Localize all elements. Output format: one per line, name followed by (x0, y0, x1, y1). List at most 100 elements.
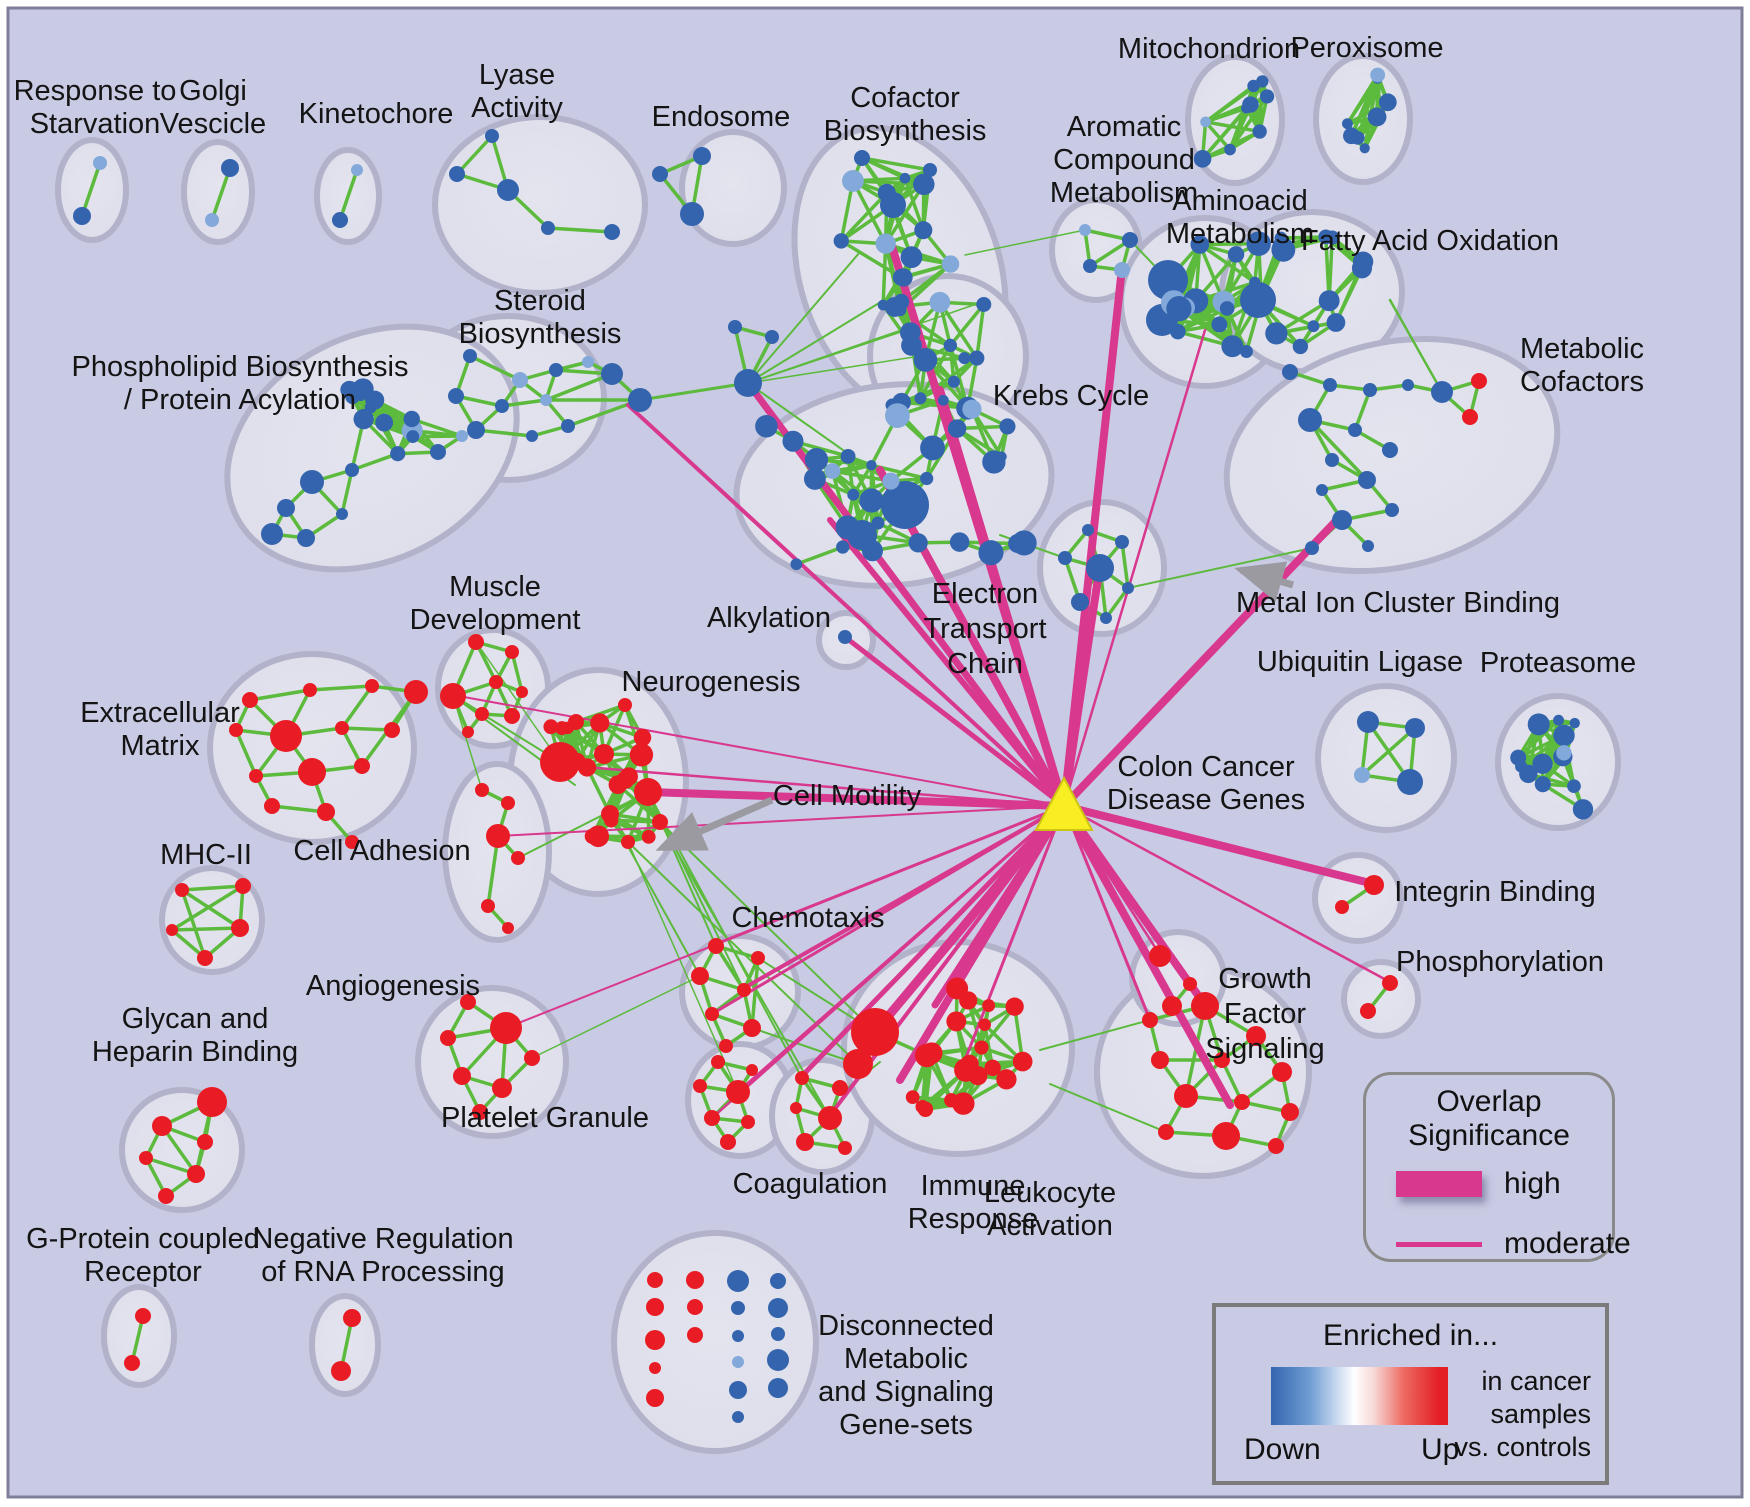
gene-set-node-krebs-cycle (914, 392, 927, 405)
cluster-label-electron-transport-chain: Chain (947, 648, 1023, 680)
gene-set-node-phospholipid-biosynthesis-protein-acylation (375, 413, 394, 432)
gene-set-node-disconnected-metabolic-signaling (770, 1273, 786, 1289)
gene-set-node-muscle-development (440, 683, 466, 709)
gene-set-node-neurogenesis (540, 742, 580, 782)
context-line2: samples (1490, 1399, 1591, 1429)
gene-set-node-lyase-activity (604, 224, 620, 240)
gene-overlap-edge (1356, 73, 1380, 140)
cluster-label-cofactor-biosynthesis: Cofactor (850, 82, 960, 114)
gene-set-node-disconnected-metabolic-signaling (687, 1327, 703, 1343)
enrichment-context-text: in cancer samples vs. controls (1454, 1365, 1591, 1464)
gene-set-node-proteasome (1553, 724, 1575, 747)
cluster-label-aminoacid-metabolism: Metabolism (1166, 218, 1314, 250)
gene-overlap-edge (410, 417, 464, 438)
gene-set-node-extracellular-matrix (249, 769, 263, 783)
cluster-label-colon-cancer-disease-genes: Colon Cancer (1117, 751, 1295, 783)
gene-set-node-fatty-acid-oxidation (1265, 322, 1288, 345)
gene-overlap-edge (340, 468, 354, 516)
disease-overlap-edge (744, 379, 1068, 810)
gene-set-node-ubiquitin-ligase (1397, 769, 1423, 795)
gene-set-node-metal-ion-cluster-binding (1122, 582, 1134, 594)
gene-overlap-edge (210, 166, 232, 222)
high-significance-swatch (1396, 1171, 1482, 1197)
cluster-label-extracellular-matrix: Extracellular (80, 697, 240, 729)
gene-set-node-electron-transport-chain (804, 448, 829, 472)
gene-set-node-disconnected-metabolic-signaling (732, 1411, 744, 1423)
gene-overlap-edge (1203, 120, 1232, 152)
disease-overlap-edge (1062, 328, 1207, 808)
gene-set-node-coagulation (790, 1102, 802, 1114)
gene-overlap-edge (948, 302, 986, 348)
gene-set-node-disconnected-metabolic-signaling (647, 1272, 663, 1288)
gene-set-node-mhc-ii (231, 919, 249, 937)
context-line3: vs. controls (1454, 1432, 1591, 1462)
gene-set-node-electron-transport-chain (840, 448, 856, 464)
context-line1: in cancer (1481, 1366, 1591, 1396)
gene-set-node-phospholipid-biosynthesis-protein-acylation (390, 446, 406, 462)
gene-set-node-aromatic-compound-metabolism (1122, 232, 1138, 248)
inter-cluster-edge (747, 251, 861, 384)
gene-set-node-phospholipid-biosynthesis-protein-acylation (345, 389, 360, 405)
inter-cluster-edge (964, 229, 1086, 256)
gene-set-node-cofactor-biosynthesis (958, 352, 971, 365)
cluster-label-immune-response: Immune (921, 1170, 1026, 1202)
gene-set-node-leukocyte-activation (1174, 1084, 1198, 1108)
gene-set-node-chemotaxis (737, 983, 751, 997)
cluster-ellipse-phospholipid-biosynthesis-protein-acylation (224, 323, 520, 573)
gene-overlap-edge (180, 884, 245, 892)
gene-set-node-fatty-acid-oxidation (1351, 258, 1373, 279)
gene-set-node-electron-transport-chain (978, 540, 1004, 566)
gene-overlap-edge (468, 354, 522, 382)
inter-cluster-edge (747, 382, 851, 456)
gene-set-node-metal-ion-cluster-binding (1071, 593, 1089, 611)
gene-set-node-phospholipid-biosynthesis-protein-acylation (430, 444, 446, 460)
enrichment-gradient-bar (1271, 1367, 1448, 1425)
gene-set-node-cofactor-biosynthesis (842, 170, 864, 192)
inter-cluster-edge (659, 821, 831, 1119)
moderate-label: moderate (1504, 1227, 1631, 1260)
gene-set-node-disconnected-metabolic-signaling (768, 1298, 788, 1318)
gene-set-node-mhc-ii (235, 878, 251, 894)
gene-set-node-mitochondrion (1224, 143, 1236, 156)
gene-set-node-metal-ion-cluster-binding (1082, 524, 1094, 536)
gene-set-node-neurogenesis (543, 719, 559, 735)
cluster-label-growth-factor-signaling: Signaling (1205, 1033, 1324, 1065)
gene-overlap-edge (1104, 586, 1130, 620)
gene-set-node-steroid-biosynthesis (540, 394, 552, 406)
cluster-label-lyase-activity: Activity (471, 92, 563, 124)
cluster-label-metabolic-cofactors: Cofactors (1520, 366, 1644, 398)
gene-set-node-angiogenesis (460, 994, 476, 1010)
gene-set-node-electron-transport-chain (866, 460, 877, 471)
cluster-label-steroid-biosynthesis: Biosynthesis (459, 318, 622, 350)
gene-set-node-disconnected-metabolic-signaling (732, 1356, 744, 1368)
gene-set-node-metabolic-cofactors (1431, 381, 1453, 403)
gene-set-node-electron-transport-chain (859, 488, 884, 513)
disease-overlap-edge (842, 634, 1067, 809)
gene-set-node-platelet-granule (711, 1055, 725, 1069)
cluster-label-peroxisome: Peroxisome (1290, 32, 1443, 64)
gene-set-node-muscle-development (468, 634, 484, 650)
cluster-label-aromatic-compound-metabolism: Compound (1053, 144, 1195, 176)
gene-set-node-proteasome (1553, 714, 1565, 726)
gene-set-node-leukocyte-activation (1272, 1062, 1292, 1082)
gene-set-node-metabolic-cofactors (1358, 471, 1376, 489)
gene-set-node-fatty-acid-oxidation (1251, 294, 1268, 311)
gene-set-node-disconnected-metabolic-signaling (729, 1381, 747, 1399)
cluster-label-g-protein-coupled-receptor: Receptor (84, 1256, 202, 1288)
cell-motility-pointer-icon (655, 796, 774, 852)
gene-set-node-proteasome (1556, 745, 1572, 761)
cluster-label-response-to-starvation: Starvation (30, 108, 161, 140)
gene-overlap-edge (609, 818, 662, 824)
inter-cluster-edge (531, 975, 701, 1059)
gene-overlap-edge (270, 804, 328, 814)
gene-set-node-platelet-granule (704, 1110, 720, 1126)
gene-set-node-extracellular-matrix (365, 679, 379, 693)
cluster-label-response-to-starvation: Response to (14, 75, 177, 107)
gene-set-node-neurogenesis (594, 744, 614, 764)
gene-set-node-steroid-biosynthesis (512, 372, 528, 388)
cluster-label-metabolic-cofactors: Metabolic (1520, 333, 1644, 365)
gene-set-node-cofactor-biosynthesis (833, 233, 849, 249)
gene-set-node-disconnected-metabolic-signaling (768, 1378, 788, 1398)
gene-set-node-muscle-development (462, 726, 474, 738)
disease-overlap-edge (452, 694, 1065, 807)
